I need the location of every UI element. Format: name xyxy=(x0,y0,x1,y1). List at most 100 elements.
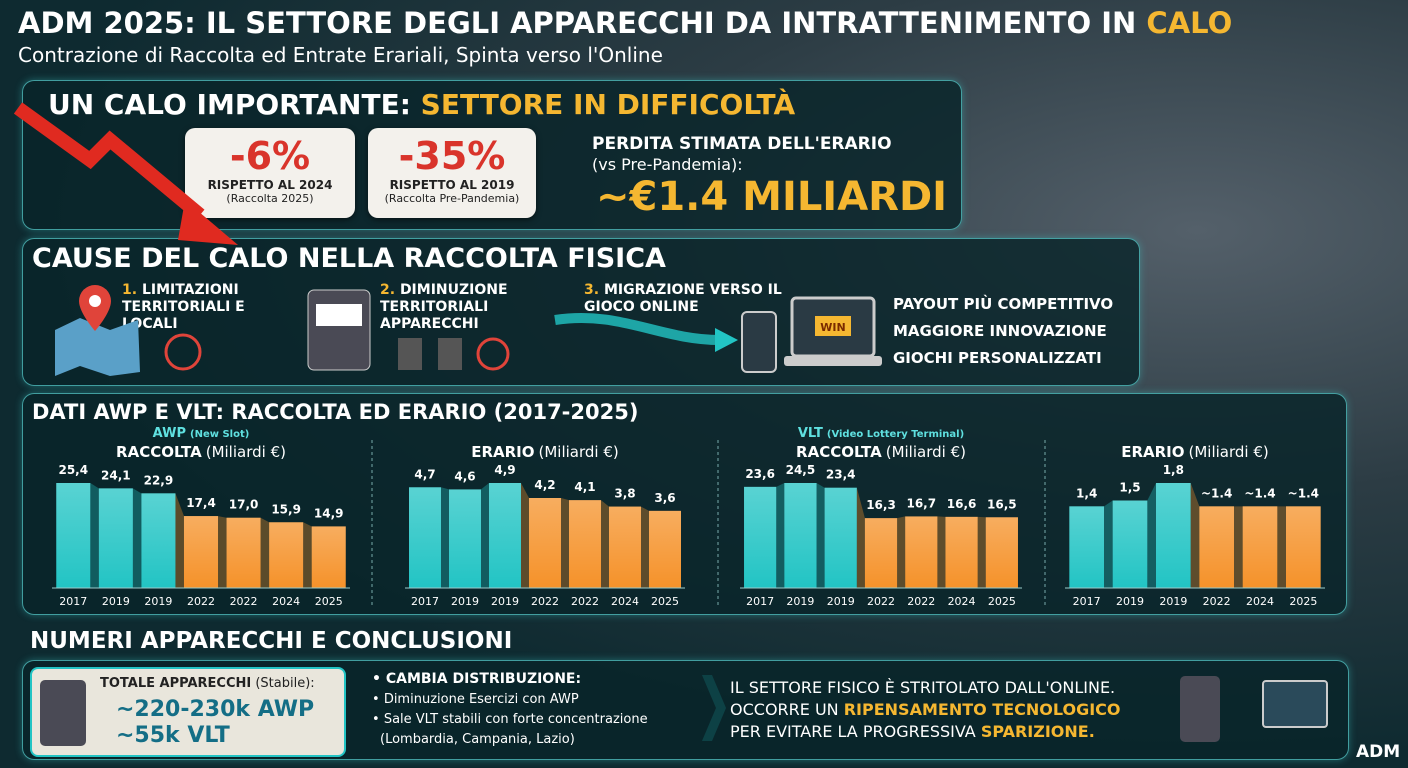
value-label: 24,5 xyxy=(786,463,816,477)
x-tick-label: 2017 xyxy=(746,595,774,608)
chart-unit: (Miliardi €) xyxy=(206,443,286,461)
cause-item: 3. MIGRAZIONE VERSO IL GIOCO ONLINE xyxy=(584,282,784,316)
bar-shine xyxy=(824,487,857,588)
value-label: 1,5 xyxy=(1119,481,1140,495)
brand: ADM xyxy=(1356,742,1401,762)
bar-shine xyxy=(905,516,938,588)
value-label: ~1.4 xyxy=(1288,486,1319,500)
chart-title-text: ERARIO xyxy=(471,443,534,461)
bar-shine xyxy=(784,483,817,588)
x-tick-label: 2019 xyxy=(102,595,130,608)
bar-shine xyxy=(985,517,1018,588)
flow-band xyxy=(641,506,649,588)
conclusion-highlight: SPARIZIONE. xyxy=(980,722,1095,741)
x-tick-label: 2019 xyxy=(144,595,172,608)
flow-band xyxy=(90,483,99,588)
title-highlight: CALO xyxy=(1146,6,1233,40)
title-text: ADM 2025: IL SETTORE DEGLI APPARECCHI DA… xyxy=(18,6,1137,40)
bullet: • Sale VLT stabili con forte concentrazi… xyxy=(372,712,648,727)
value-label: 16,3 xyxy=(866,498,896,512)
conclusion-line: OCCORRE UN RIPENSAMENTO TECNOLOGICO xyxy=(730,700,1121,719)
bullet-text: Diminuzione Esercizi con AWP xyxy=(383,692,579,707)
bar-shine xyxy=(56,483,91,588)
bar-shine xyxy=(744,486,777,588)
flow-band xyxy=(776,483,785,588)
chart-title: ERARIO (Miliardi €) xyxy=(1121,443,1269,461)
stat-label: RISPETTO AL 2019 xyxy=(389,178,515,192)
cause-item: 1. LIMITAZIONI TERRITORIALI E LOCALI xyxy=(122,282,262,333)
screen-icon xyxy=(1262,680,1328,728)
x-tick-label: 2024 xyxy=(1246,595,1274,608)
x-tick-label: 2019 xyxy=(1159,595,1187,608)
dist-title-text: CAMBIA DISTRIBUZIONE: xyxy=(385,671,582,687)
value-label: 24,1 xyxy=(101,468,131,482)
stat-note: (Raccolta 2025) xyxy=(226,192,314,205)
totals-label: TOTALE APPARECCHI (Stabile): xyxy=(100,676,315,691)
flow-band xyxy=(132,488,142,588)
flow-band xyxy=(1147,483,1156,588)
chart-title-text: ERARIO xyxy=(1121,443,1184,461)
bar-shine xyxy=(449,489,481,588)
chart-title-text: RACCOLTA xyxy=(796,443,882,461)
bar-shine xyxy=(569,500,601,588)
vlt-count: ~55k VLT xyxy=(116,723,230,748)
slot-icon xyxy=(40,680,86,746)
value-label: 14,9 xyxy=(314,506,344,520)
x-tick-label: 2022 xyxy=(907,595,935,608)
value-label: 16,5 xyxy=(987,497,1017,511)
x-tick-label: 2019 xyxy=(827,595,855,608)
bar-shine xyxy=(1156,483,1191,588)
cause-number: 1. xyxy=(122,282,138,298)
group-name: AWP xyxy=(153,426,186,441)
bar-shine xyxy=(945,516,978,588)
dist-title: • CAMBIA DISTRIBUZIONE: xyxy=(372,671,582,687)
subtitle: Contrazione di Raccolta ed Entrate Erari… xyxy=(18,43,663,67)
flow-band xyxy=(521,483,529,588)
cause-number: 3. xyxy=(584,282,600,298)
value-label: 23,4 xyxy=(826,468,856,482)
causes-title: CAUSE DEL CALO NELLA RACCOLTA FISICA xyxy=(32,243,666,274)
bar-shine xyxy=(269,522,304,588)
chart-unit: (Miliardi €) xyxy=(1189,443,1269,461)
benefit: PAYOUT PIÙ COMPETITIVO xyxy=(893,295,1114,313)
bar-shine xyxy=(1069,506,1104,588)
flow-band xyxy=(937,516,946,588)
totals-label-text: TOTALE APPARECCHI xyxy=(100,676,252,691)
x-tick-label: 2022 xyxy=(230,595,258,608)
drop-title-text: UN CALO IMPORTANTE: xyxy=(48,88,411,121)
value-label: 4,7 xyxy=(414,467,435,481)
value-label: 3,8 xyxy=(614,487,635,501)
value-label: 15,9 xyxy=(271,502,301,516)
value-label: 4,1 xyxy=(574,480,595,494)
stat-value: -6% xyxy=(229,134,311,178)
x-tick-label: 2025 xyxy=(315,595,343,608)
map-icon xyxy=(55,285,202,376)
chart-title: RACCOLTA (Miliardi €) xyxy=(796,443,966,461)
stat-label: RISPETTO AL 2024 xyxy=(207,178,333,192)
chart-group: VLT (Video Lottery Terminal) xyxy=(798,426,964,441)
flow-band xyxy=(977,516,986,588)
flow-band xyxy=(897,516,906,588)
slot-icon xyxy=(1180,676,1220,742)
chart-group: AWP (New Slot) xyxy=(153,426,250,441)
cause-label: MIGRAZIONE VERSO IL GIOCO ONLINE xyxy=(584,282,782,315)
conclusion-line: IL SETTORE FISICO È STRITOLATO DALL'ONLI… xyxy=(730,678,1116,697)
value-label: 16,7 xyxy=(906,496,936,510)
x-tick-label: 2022 xyxy=(187,595,215,608)
x-tick-label: 2025 xyxy=(651,595,679,608)
x-tick-label: 2022 xyxy=(1203,595,1231,608)
bar-shine xyxy=(649,510,681,588)
x-tick-label: 2017 xyxy=(411,595,439,608)
loss-title: PERDITA STIMATA DELL'ERARIO xyxy=(592,134,892,154)
chart-title-text: RACCOLTA xyxy=(116,443,202,461)
chart-title: ERARIO (Miliardi €) xyxy=(471,443,619,461)
bullet: • Diminuzione Esercizi con AWP xyxy=(372,692,579,707)
x-tick-label: 2019 xyxy=(491,595,519,608)
bar-shine xyxy=(489,483,521,588)
drop-title: UN CALO IMPORTANTE: SETTORE IN DIFFICOLT… xyxy=(48,88,795,121)
group-name: VLT xyxy=(798,426,823,441)
flow-band xyxy=(1234,506,1243,588)
value-label: 17,4 xyxy=(186,496,216,510)
flow-band xyxy=(481,483,489,588)
migration-arrowhead xyxy=(715,328,738,352)
